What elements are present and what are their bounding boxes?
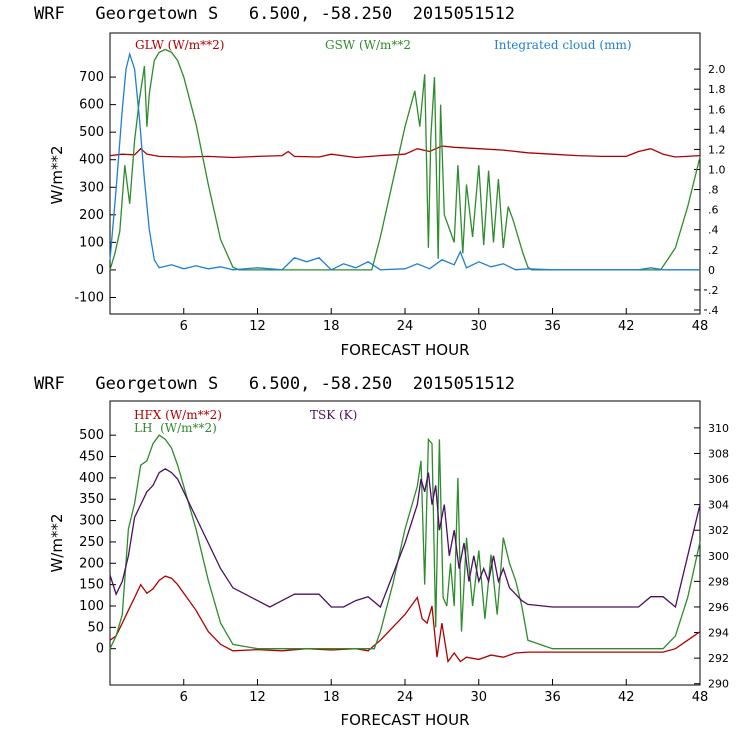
y2-tick-label: .8 xyxy=(708,184,719,197)
y-tick-label: -100 xyxy=(74,290,104,305)
chart-top-ticks: 6 12 18 24 30 36 42 48 -100 0 100 200 300 400 500 600 70… xyxy=(74,63,725,334)
x-tick-label: 42 xyxy=(618,319,635,334)
x-tick-label: 18 xyxy=(323,319,340,334)
y-tick-label: 700 xyxy=(79,70,104,85)
y-tick-label: 350 xyxy=(79,492,104,507)
y2-tick-label: 1.0 xyxy=(708,163,726,176)
series-line-1 xyxy=(109,434,701,650)
y-tick-label: 200 xyxy=(79,556,104,571)
y2-tick-label: 294 xyxy=(708,627,729,640)
y-tick-label: 0 xyxy=(96,642,104,657)
y2-tick-label: 1.2 xyxy=(708,143,726,156)
series-line-0 xyxy=(109,145,701,159)
y2-tick-label: 298 xyxy=(708,575,729,588)
chart-top-x-axis-label: FORECAST HOUR xyxy=(340,341,469,359)
legend-hfx: HFX (W/m**2) xyxy=(134,408,222,422)
y2-tick-label: 1.6 xyxy=(708,103,726,116)
legend-gsw: GSW (W/m**2 xyxy=(325,38,411,52)
y2-tick-label: 296 xyxy=(708,601,729,614)
series-line-0 xyxy=(109,575,701,664)
y2-tick-label: 306 xyxy=(708,473,729,486)
x-tick-label: 6 xyxy=(180,690,188,705)
y-tick-label: 450 xyxy=(79,450,104,465)
y2-tick-label: 300 xyxy=(708,550,729,563)
x-tick-label: 30 xyxy=(470,690,487,705)
y-tick-label: 250 xyxy=(79,535,104,550)
y-tick-label: 100 xyxy=(79,235,104,250)
chart-top-series xyxy=(109,48,701,271)
y2-tick-label: 0 xyxy=(708,264,715,277)
series-line-2 xyxy=(109,51,700,271)
x-tick-label: 6 xyxy=(180,319,188,334)
y-tick-label: 300 xyxy=(79,180,104,195)
x-tick-label: 42 xyxy=(618,690,635,705)
y-tick-label: 300 xyxy=(79,514,104,529)
y2-tick-label: .6 xyxy=(708,204,719,217)
chart-bottom-ticks: 6 12 18 24 30 36 42 48 0 50 100 150 200 250 300 350 400 4… xyxy=(79,422,729,705)
y-tick-label: 500 xyxy=(79,428,104,443)
y2-tick-label: 302 xyxy=(708,524,729,537)
legend-integrated-cloud: Integrated cloud (mm) xyxy=(494,38,632,52)
y2-tick-label: .4 xyxy=(708,224,719,237)
x-tick-label: 36 xyxy=(544,319,561,334)
legend-lh: LH (W/m**2) xyxy=(134,421,217,435)
chart-bottom: WRF Georgetown S 6.500, -58.250 20150515… xyxy=(34,374,729,729)
y-tick-label: 0 xyxy=(96,263,104,278)
x-tick-label: 48 xyxy=(692,690,709,705)
legend-tsk: TSK (K) xyxy=(310,408,357,422)
y2-tick-label: 310 xyxy=(708,422,729,435)
series-line-2 xyxy=(109,468,701,609)
y-tick-label: 50 xyxy=(87,620,104,635)
series-line-1 xyxy=(109,48,701,271)
chart-top-plot-frame xyxy=(109,32,701,315)
y2-tick-label: 308 xyxy=(708,447,729,460)
chart-bottom-x-axis-label: FORECAST HOUR xyxy=(340,711,469,729)
x-tick-label: 36 xyxy=(544,690,561,705)
y2-tick-label: 292 xyxy=(708,652,729,665)
x-tick-label: 48 xyxy=(692,319,709,334)
chart-bottom-y-axis-label: W/m**2 xyxy=(48,513,66,572)
y2-tick-label: 290 xyxy=(708,678,729,691)
y2-tick-label: 1.4 xyxy=(708,123,726,136)
y-tick-label: 150 xyxy=(79,578,104,593)
chart-top-y-axis-label: W/m**2 xyxy=(48,145,66,204)
y2-tick-label: .2 xyxy=(708,244,719,257)
y-tick-label: 400 xyxy=(79,471,104,486)
y2-tick-label: 1.8 xyxy=(708,83,726,96)
y-tick-label: 400 xyxy=(79,153,104,168)
y2-tick-label: .2 xyxy=(708,284,719,297)
y-tick-label: 100 xyxy=(79,599,104,614)
y2-tick-label: 304 xyxy=(708,499,729,512)
x-tick-label: 12 xyxy=(249,319,266,334)
y2-tick-label: 2.0 xyxy=(708,63,726,76)
x-tick-label: 18 xyxy=(323,690,340,705)
chart-top: WRF Georgetown S 6.500, -58.250 20150515… xyxy=(34,4,726,359)
x-tick-label: 12 xyxy=(249,690,266,705)
y2-tick-label: .4 xyxy=(708,304,719,317)
chart-bottom-series xyxy=(109,434,701,664)
chart-top-title: WRF Georgetown S 6.500, -58.250 20150515… xyxy=(34,4,515,24)
chart-bottom-title: WRF Georgetown S 6.500, -58.250 20150515… xyxy=(34,374,515,394)
y-tick-label: 200 xyxy=(79,208,104,223)
x-tick-label: 30 xyxy=(470,319,487,334)
x-tick-label: 24 xyxy=(397,690,414,705)
y-tick-label: 500 xyxy=(79,125,104,140)
legend-glw: GLW (W/m**2) xyxy=(135,38,224,52)
x-tick-label: 24 xyxy=(397,319,414,334)
y-tick-label: 600 xyxy=(79,98,104,113)
